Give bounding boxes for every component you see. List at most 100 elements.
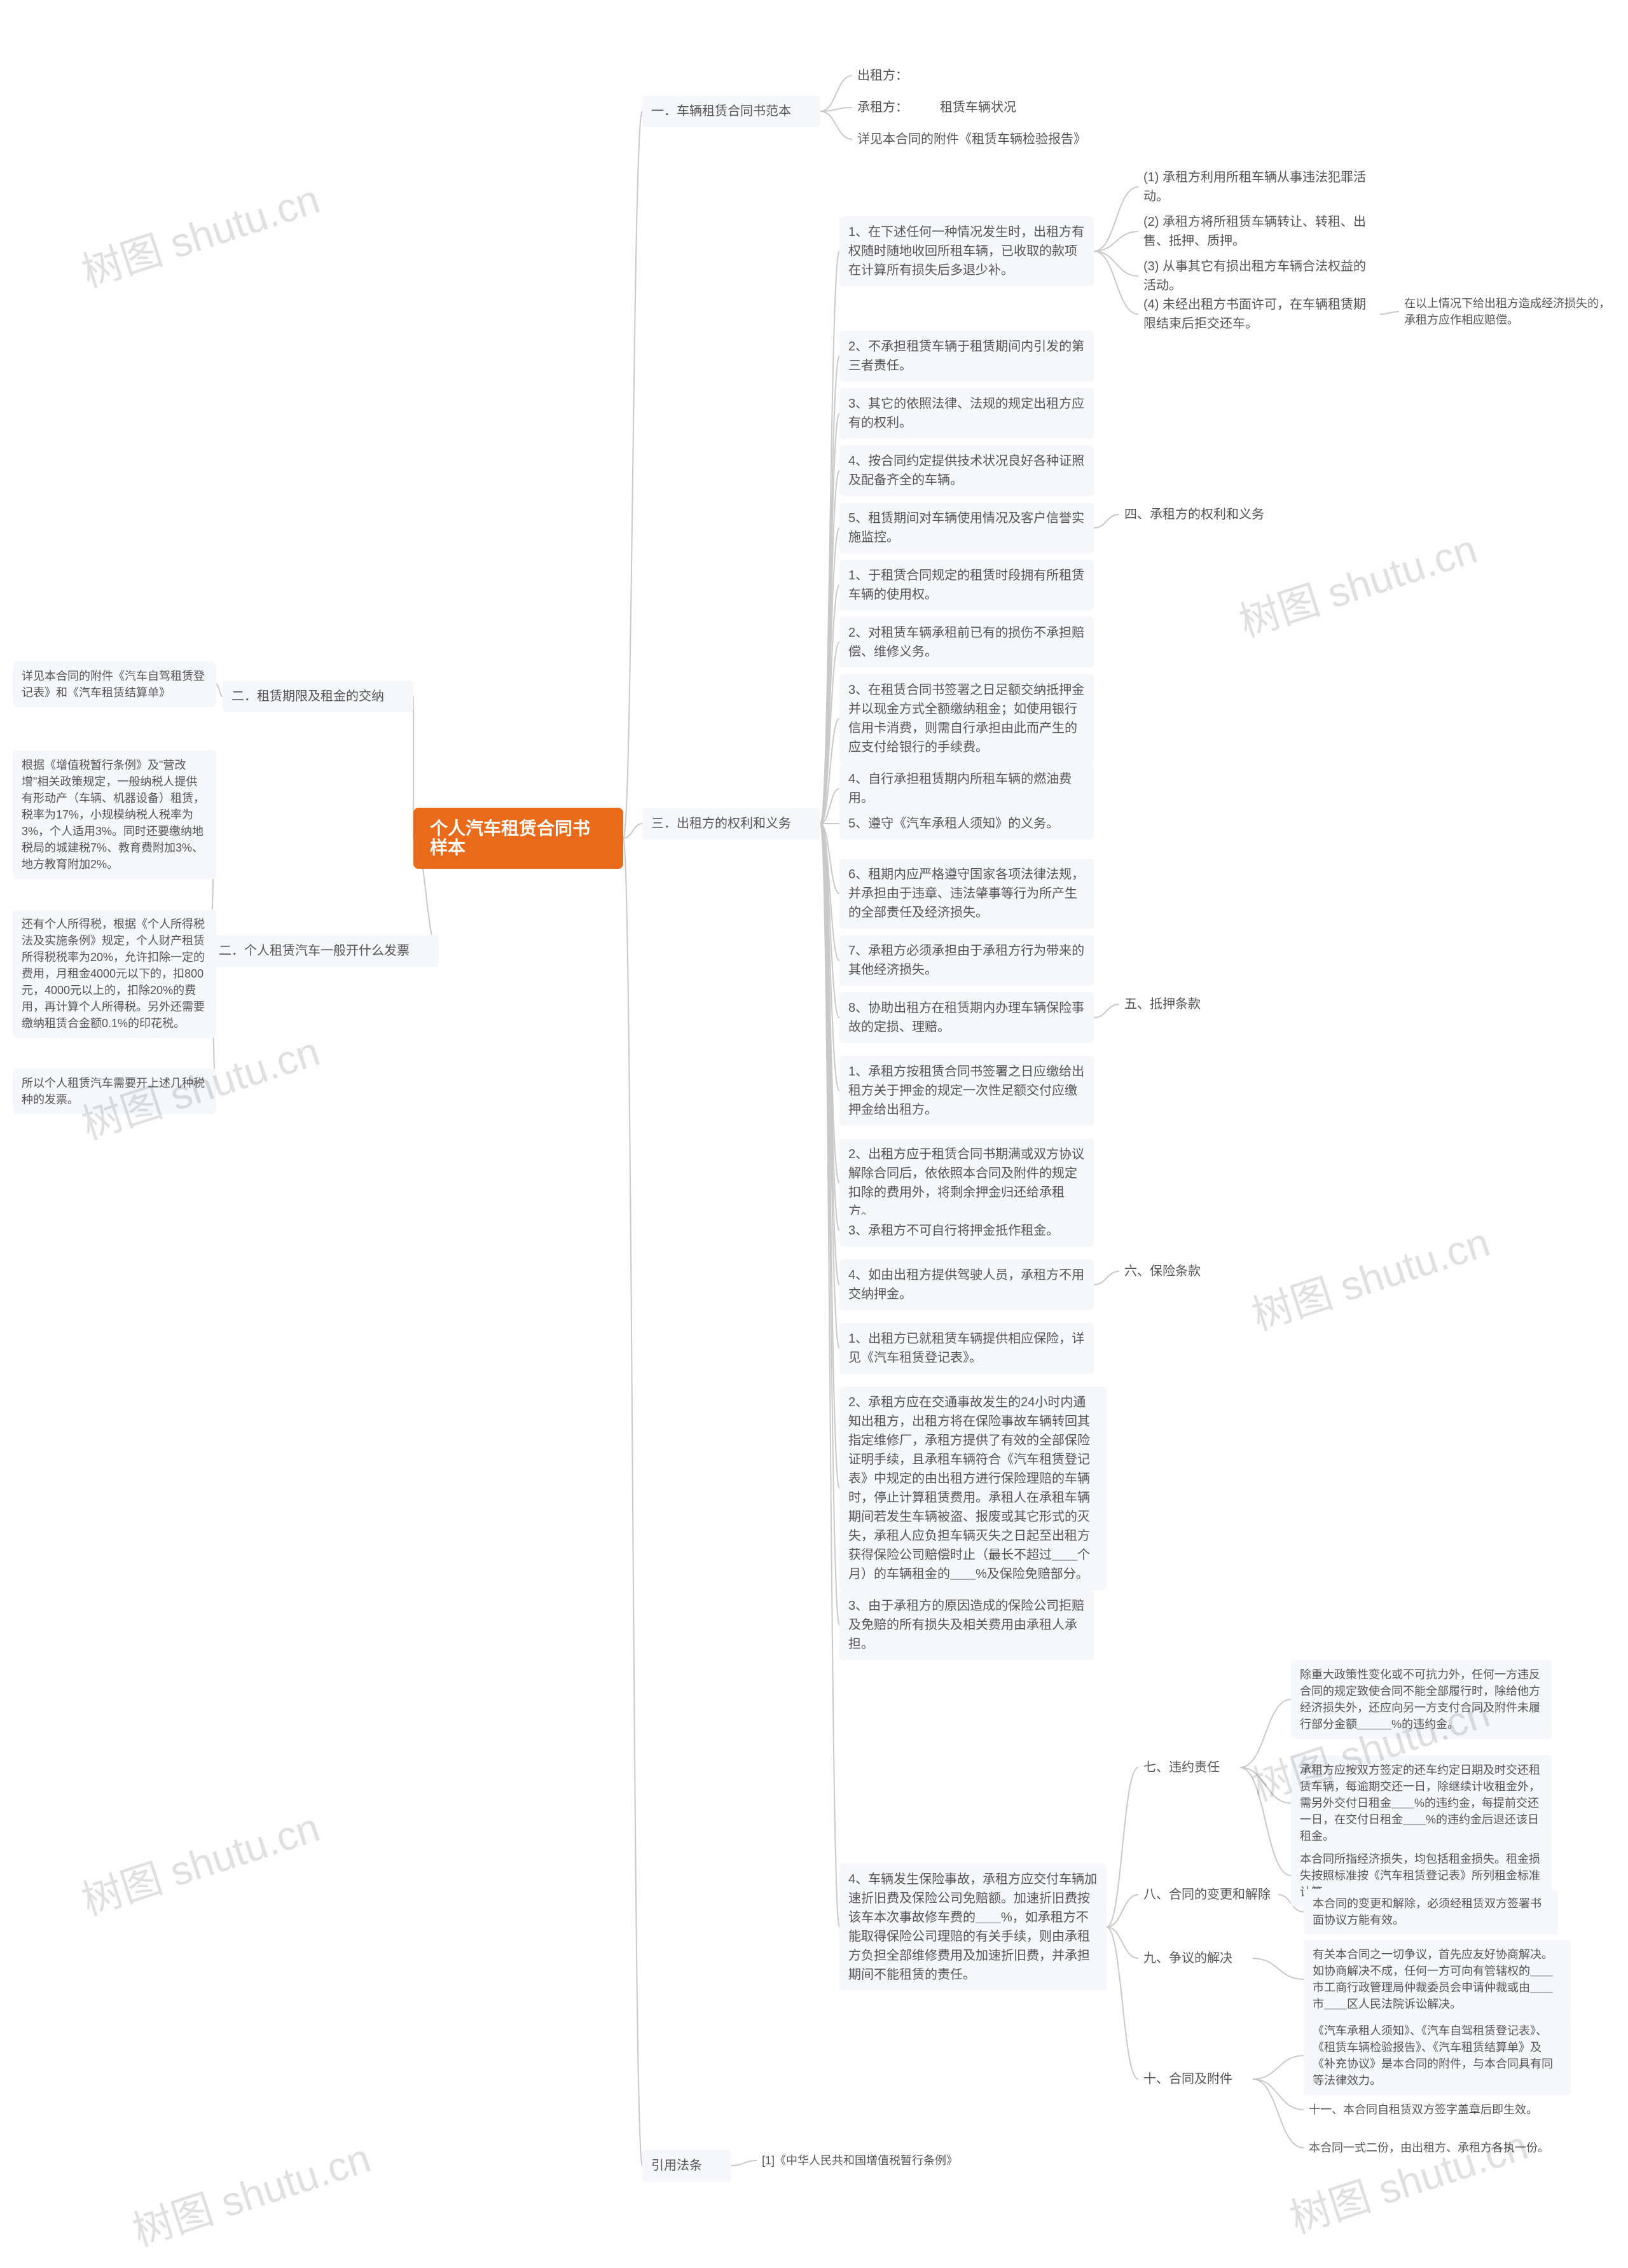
- connector: [1253, 2079, 1304, 2110]
- node-label: 承租方应按双方签定的还车约定日期及时交还租赁车辆，每逾期交还一日，除继续计收租金…: [1300, 1764, 1540, 1843]
- node-R3_11[interactable]: 6、租期内应严格遵守国家各项法律法规，并承担由于违章、违法肇事等行为所产生的全部…: [839, 859, 1094, 929]
- node-R3s4[interactable]: 四、承租方的权利和义务: [1119, 502, 1272, 527]
- node-C8[interactable]: 八、合同的变更和解除: [1138, 1883, 1278, 1907]
- connector: [1094, 1271, 1119, 1285]
- watermark: 树图 shutu.cn: [124, 2126, 376, 2257]
- node-R3[interactable]: 三．出租方的权利和义务: [642, 808, 820, 840]
- node-LL1[interactable]: 详见本合同的附件《汽车自驾租赁登记表》和《汽车租赁结算单》: [13, 661, 216, 707]
- node-R31b[interactable]: (2) 承租方将所租赁车辆转让、转租、出售、抵押、质押。: [1138, 210, 1380, 253]
- node-C9[interactable]: 九、争议的解决: [1138, 1946, 1253, 1970]
- connector: [820, 585, 839, 824]
- connector: [623, 111, 642, 838]
- node-label: (1) 承租方利用所租车辆从事违法犯罪活动。: [1143, 170, 1366, 204]
- connector: [1094, 251, 1138, 314]
- node-R31a[interactable]: (1) 承租方利用所租车辆从事违法犯罪活动。: [1138, 165, 1380, 209]
- node-label: (3) 从事其它有损出租方车辆合法权益的活动。: [1143, 259, 1366, 293]
- node-R3s5[interactable]: 五、抵押条款: [1119, 992, 1221, 1016]
- node-R3_10[interactable]: 5、遵守《汽车承租人须知》的义务。: [839, 808, 1094, 840]
- node-label: 2、对租赁车辆承租前已有的损伤不承担赔偿、维修义务。: [848, 626, 1084, 659]
- node-R1c[interactable]: 详见本合同的附件《租赁车辆检验报告》: [852, 127, 1094, 151]
- node-R31d[interactable]: (4) 未经出租方书面许可，在车辆租赁期限结束后拒交还车。: [1138, 293, 1380, 336]
- connector: [1107, 1767, 1138, 1927]
- connector: [1253, 2056, 1304, 2079]
- node-R31c[interactable]: (3) 从事其它有损出租方车辆合法权益的活动。: [1138, 254, 1380, 298]
- node-LL4[interactable]: 所以个人租赁汽车需要开上述几种税种的发票。: [13, 1068, 216, 1114]
- node-R3_18[interactable]: 1、出租方已就租赁车辆提供相应保险，详见《汽车租赁登记表》。: [839, 1323, 1094, 1374]
- node-label: 1、出租方已就租赁车辆提供相应保险，详见《汽车租赁登记表》。: [848, 1332, 1084, 1365]
- node-LL2[interactable]: 根据《增值税暂行条例》及"营改增"相关政策规定，一般纳税人提供有形动产（车辆、机…: [13, 750, 216, 879]
- watermark: 树图 shutu.cn: [1231, 516, 1483, 648]
- node-root[interactable]: 个人汽车租赁合同书样本: [413, 808, 623, 869]
- node-R3_1[interactable]: 1、在下述任何一种情况发生时，出租方有权随时随地收回所租车辆，已收取的款项在计算…: [839, 216, 1094, 286]
- node-label: 1、承租方按租赁合同书签署之日应缴给出租方关于押金的规定一次性足额交付应缴押金给…: [848, 1065, 1084, 1117]
- node-label: 引用法条: [651, 2159, 702, 2173]
- node-L2b[interactable]: 二．个人租赁汽车一般开什么发票: [210, 935, 439, 967]
- node-R3_5[interactable]: 5、租赁期间对车辆使用情况及客户信誉实施监控。: [839, 502, 1094, 553]
- node-Law1[interactable]: [1]《中华人民共和国增值税暂行条例》: [757, 2150, 998, 2171]
- node-label: 九、争议的解决: [1143, 1951, 1232, 1965]
- node-R3_19[interactable]: 2、承租方应在交通事故发生的24小时内通知出租方，出租方将在保险事故车辆转回其指…: [839, 1386, 1107, 1590]
- node-R3_4[interactable]: 4、按合同约定提供技术状况良好各种证照及配备齐全的车辆。: [839, 445, 1094, 496]
- node-label: 二．个人租赁汽车一般开什么发票: [219, 944, 410, 958]
- node-C9a[interactable]: 有关本合同之一切争议，首先应友好协商解决。如协商解决不成，任何一方可向有管辖权的…: [1304, 1940, 1571, 2019]
- connector: [1094, 515, 1119, 528]
- node-R3_3[interactable]: 3、其它的依照法律、法规的规定出租方应有的权利。: [839, 388, 1094, 439]
- connector: [820, 789, 839, 824]
- node-R3_8[interactable]: 3、在租赁合同书签署之日足额交纳抵押金并以现金方式全额缴纳租金；如使用银行信用卡…: [839, 674, 1094, 763]
- node-R1b[interactable]: 承租方： 租赁车辆状况: [852, 95, 1043, 120]
- connector: [820, 107, 852, 111]
- connector: [820, 528, 839, 824]
- node-label: 《汽车承租人须知》、《汽车自驾租赁登记表》、《租赁车辆检验报告》、《汽车租赁结算…: [1313, 2024, 1553, 2087]
- node-R3_21[interactable]: 4、车辆发生保险事故，承租方应交付车辆加速折旧费及保险公司免赔额。加速折旧费按该…: [839, 1863, 1107, 1991]
- connector: [1240, 1699, 1291, 1767]
- node-C10[interactable]: 十、合同及附件: [1138, 2067, 1253, 2091]
- node-R3_14[interactable]: 1、承租方按租赁合同书签署之日应缴给出租方关于押金的规定一次性足额交付应缴押金给…: [839, 1056, 1094, 1126]
- node-label: [1]《中华人民共和国增值税暂行条例》: [762, 2154, 958, 2167]
- node-R3_16[interactable]: 3、承租方不可自行将押金抵作租金。: [839, 1215, 1094, 1247]
- node-label: 本合同一式二份，由出租方、承租方各执一份。: [1309, 2141, 1549, 2154]
- node-L2a[interactable]: 二．租赁期限及租金的交纳: [223, 681, 413, 712]
- node-R3_9[interactable]: 4、自行承担租赁期内所租车辆的燃油费用。: [839, 763, 1094, 814]
- node-LL3[interactable]: 还有个人所得税，根据《个人所得税法及实施条例》规定，个人财产租赁所得税税率为20…: [13, 909, 216, 1038]
- connector: [1253, 1958, 1304, 1979]
- node-R3_13[interactable]: 8、协助出租方在租赁期内办理车辆保险事故的定损、理赔。: [839, 992, 1094, 1043]
- node-R1[interactable]: 一．车辆租赁合同书范本: [642, 95, 820, 127]
- node-R3_12[interactable]: 7、承租方必须承担由于承租方行为带来的其他经济损失。: [839, 935, 1094, 986]
- connector: [820, 76, 852, 111]
- watermark: 树图 shutu.cn: [1243, 1210, 1496, 1341]
- node-R3_15[interactable]: 2、出租方应于租赁合同书期满或双方协议解除合同后，依依照本合同及附件的规定扣除的…: [839, 1138, 1094, 1227]
- node-R31e[interactable]: 在以上情况下给出租方造成经济损失的，承租方应作相应赔偿。: [1399, 293, 1615, 331]
- node-label: 出租方：: [857, 69, 908, 83]
- node-R3_20[interactable]: 3、由于承租方的原因造成的保险公司拒赔及免赔的所有损失及相关费用由承租人承担。: [839, 1590, 1094, 1660]
- connector: [1240, 1767, 1291, 1876]
- node-label: 详见本合同的附件《汽车自驾租赁登记表》和《汽车租赁结算单》: [22, 670, 205, 699]
- node-label: 本合同的变更和解除，必须经租赁双方签署书面协议方能有效。: [1313, 1897, 1542, 1926]
- node-label: 5、租赁期间对车辆使用情况及客户信誉实施监控。: [848, 511, 1084, 544]
- node-C10a[interactable]: 《汽车承租人须知》、《汽车自驾租赁登记表》、《租赁车辆检验报告》、《汽车租赁结算…: [1304, 2016, 1571, 2095]
- connector: [1094, 1004, 1119, 1018]
- node-label: 2、不承担租赁车辆于租赁期间内引发的第三者责任。: [848, 340, 1084, 373]
- node-C7[interactable]: 七、违约责任: [1138, 1755, 1240, 1780]
- node-C10c[interactable]: 本合同一式二份，由出租方、承租方各执一份。: [1304, 2137, 1571, 2159]
- node-C7b[interactable]: 承租方应按双方签定的还车约定日期及时交还租赁车辆，每逾期交还一日，除继续计收租金…: [1291, 1755, 1552, 1851]
- watermark: 树图 shutu.cn: [73, 1795, 326, 1926]
- node-label: 2、承租方应在交通事故发生的24小时内通知出租方，出租方将在保险事故车辆转回其指…: [848, 1395, 1090, 1581]
- connector: [1240, 1767, 1291, 1803]
- node-R1a[interactable]: 出租方：: [852, 64, 928, 88]
- node-C7a[interactable]: 除重大政策性变化或不可抗力外，任何一方违反合同的规定致使合同不能全部履行时，除给…: [1291, 1660, 1552, 1739]
- connector: [820, 111, 852, 139]
- connector: [820, 719, 839, 824]
- node-R3_2[interactable]: 2、不承担租赁车辆于租赁期间内引发的第三者责任。: [839, 331, 1094, 382]
- connector: [1380, 312, 1399, 314]
- node-RLaw[interactable]: 引用法条: [642, 2150, 731, 2182]
- node-R3s6[interactable]: 六、保险条款: [1119, 1259, 1221, 1283]
- connector: [820, 642, 839, 824]
- connector: [820, 824, 839, 894]
- node-C8a[interactable]: 本合同的变更和解除，必须经租赁双方签署书面协议方能有效。: [1304, 1889, 1558, 1935]
- node-R3_7[interactable]: 2、对租赁车辆承租前已有的损伤不承担赔偿、维修义务。: [839, 617, 1094, 668]
- node-C10b[interactable]: 十一、本合同自租赁双方签字盖章后即生效。: [1304, 2099, 1571, 2120]
- node-R3_17[interactable]: 4、如由出租方提供驾驶人员，承租方不用交纳押金。: [839, 1259, 1094, 1310]
- node-label: 3、其它的依照法律、法规的规定出租方应有的权利。: [848, 397, 1084, 430]
- node-R3_6[interactable]: 1、于租赁合同规定的租赁时段拥有所租赁车辆的使用权。: [839, 560, 1094, 611]
- connector: [820, 824, 839, 960]
